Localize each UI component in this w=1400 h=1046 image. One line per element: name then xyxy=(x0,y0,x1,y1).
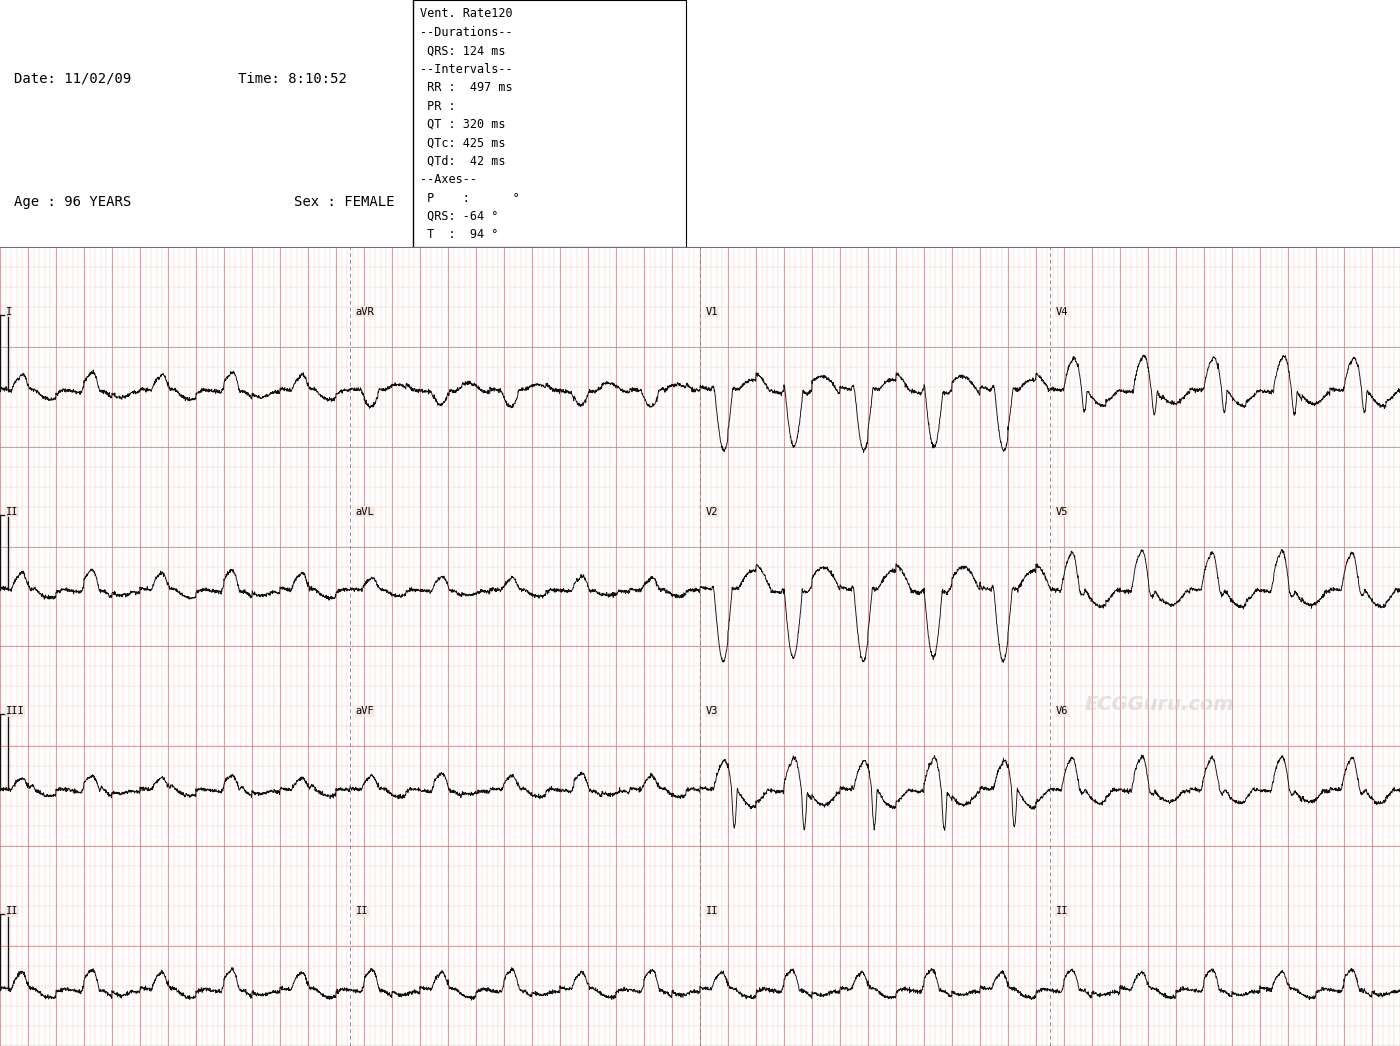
Text: V4: V4 xyxy=(1056,306,1068,317)
Text: QRS: -64 °: QRS: -64 ° xyxy=(420,210,498,223)
Text: aVF: aVF xyxy=(356,706,374,717)
Text: RR :  497 ms: RR : 497 ms xyxy=(420,82,512,94)
Text: QT : 320 ms: QT : 320 ms xyxy=(420,118,505,131)
Text: Date: 11/02/09: Date: 11/02/09 xyxy=(14,72,132,86)
Text: --Durations--: --Durations-- xyxy=(420,26,512,39)
Text: Vent. Rate120: Vent. Rate120 xyxy=(420,7,512,21)
Text: Sex : FEMALE: Sex : FEMALE xyxy=(294,196,395,209)
Text: III: III xyxy=(6,706,24,717)
Text: T  :  94 °: T : 94 ° xyxy=(420,228,498,242)
Text: V1: V1 xyxy=(706,306,718,317)
Text: Time: 8:10:52: Time: 8:10:52 xyxy=(238,72,347,86)
Text: QTc: 425 ms: QTc: 425 ms xyxy=(420,136,505,150)
Text: V6: V6 xyxy=(1056,706,1068,717)
Text: QTd:  42 ms: QTd: 42 ms xyxy=(420,155,505,167)
Text: V5: V5 xyxy=(1056,506,1068,517)
Text: II: II xyxy=(356,906,368,916)
Text: V3: V3 xyxy=(706,706,718,717)
Text: --Axes--: --Axes-- xyxy=(420,174,477,186)
Text: II: II xyxy=(1056,906,1068,916)
Text: aVL: aVL xyxy=(356,506,374,517)
Text: I: I xyxy=(6,306,11,317)
Text: QRS: 124 ms: QRS: 124 ms xyxy=(420,44,505,58)
Text: Age : 96 YEARS: Age : 96 YEARS xyxy=(14,196,132,209)
Text: PR :: PR : xyxy=(420,99,455,113)
Text: II: II xyxy=(6,906,18,916)
Text: V2: V2 xyxy=(706,506,718,517)
Text: P    :      °: P : ° xyxy=(420,191,519,205)
Text: II: II xyxy=(6,506,18,517)
Text: aVR: aVR xyxy=(356,306,374,317)
Text: --Intervals--: --Intervals-- xyxy=(420,63,512,75)
Text: ECGGuru.com: ECGGuru.com xyxy=(1085,696,1235,714)
Text: II: II xyxy=(706,906,718,916)
